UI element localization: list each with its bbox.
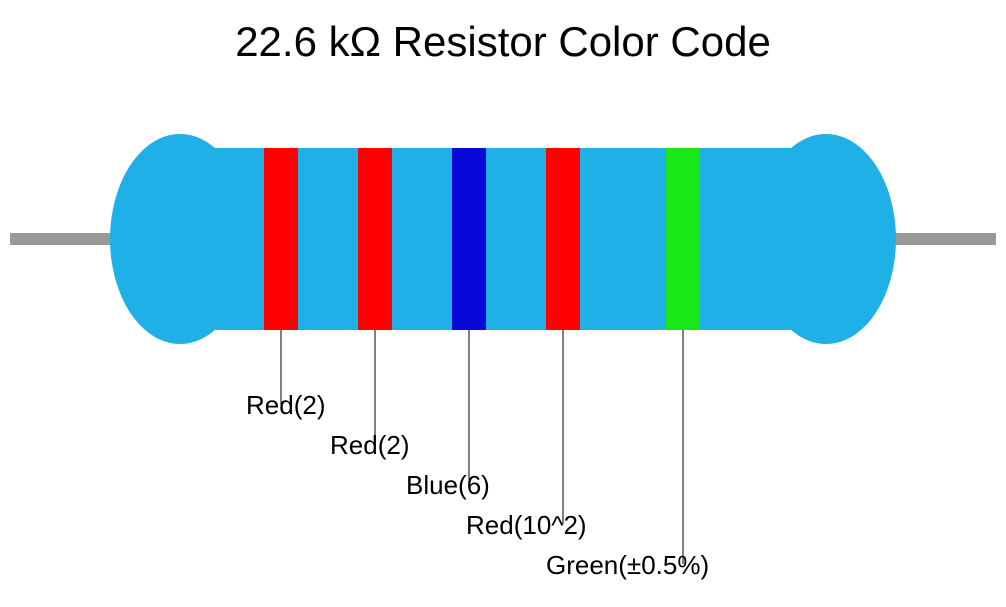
band-label-3: Blue(6) [406, 470, 490, 501]
band-label-2: Red(2) [330, 430, 409, 461]
band-5 [666, 148, 700, 330]
band-3 [452, 148, 486, 330]
band-4 [546, 148, 580, 330]
band-label-5: Green(±0.5%) [546, 550, 709, 581]
band-label-4: Red(10^2) [466, 510, 587, 541]
band-2 [358, 148, 392, 330]
band-label-1: Red(2) [246, 390, 325, 421]
band-1 [264, 148, 298, 330]
